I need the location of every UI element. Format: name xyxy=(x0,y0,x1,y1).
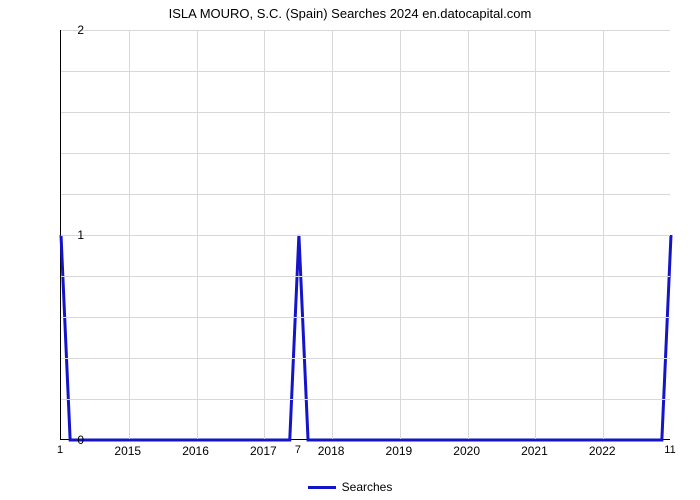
chart-container: ISLA MOURO, S.C. (Spain) Searches 2024 e… xyxy=(0,0,700,500)
x-tick-label: 2016 xyxy=(182,444,209,458)
grid-line-h-minor xyxy=(61,358,670,359)
legend-swatch xyxy=(308,486,336,489)
x-data-label: 1 xyxy=(57,444,63,456)
x-tick-label: 2018 xyxy=(318,444,345,458)
grid-line-v xyxy=(603,30,604,439)
grid-line-h-minor xyxy=(61,399,670,400)
y-tick-label: 0 xyxy=(77,433,84,447)
x-tick-label: 2022 xyxy=(589,444,616,458)
legend: Searches xyxy=(0,480,700,494)
grid-line-v xyxy=(468,30,469,439)
grid-line-h xyxy=(61,235,670,236)
x-tick-label: 2015 xyxy=(114,444,141,458)
grid-line-h-minor xyxy=(61,112,670,113)
legend-label: Searches xyxy=(342,480,393,494)
grid-line-v xyxy=(535,30,536,439)
grid-line-h-minor xyxy=(61,194,670,195)
grid-line-h-minor xyxy=(61,317,670,318)
grid-line-v xyxy=(129,30,130,439)
y-tick-label: 2 xyxy=(77,23,84,37)
chart-title: ISLA MOURO, S.C. (Spain) Searches 2024 e… xyxy=(0,6,700,21)
y-tick-label: 1 xyxy=(77,228,84,242)
x-tick-label: 2020 xyxy=(453,444,480,458)
grid-line-h xyxy=(61,30,670,31)
series-line xyxy=(61,235,671,440)
grid-line-v xyxy=(264,30,265,439)
x-tick-label: 2019 xyxy=(386,444,413,458)
grid-line-h-minor xyxy=(61,153,670,154)
plot-area xyxy=(60,30,670,440)
grid-line-h-minor xyxy=(61,276,670,277)
grid-line-h-minor xyxy=(61,71,670,72)
grid-line-v xyxy=(332,30,333,439)
x-tick-label: 2017 xyxy=(250,444,277,458)
x-data-label: 7 xyxy=(295,444,301,456)
x-data-label: 11 xyxy=(664,444,675,456)
x-tick-label: 2021 xyxy=(521,444,548,458)
grid-line-v xyxy=(400,30,401,439)
grid-line-v xyxy=(197,30,198,439)
